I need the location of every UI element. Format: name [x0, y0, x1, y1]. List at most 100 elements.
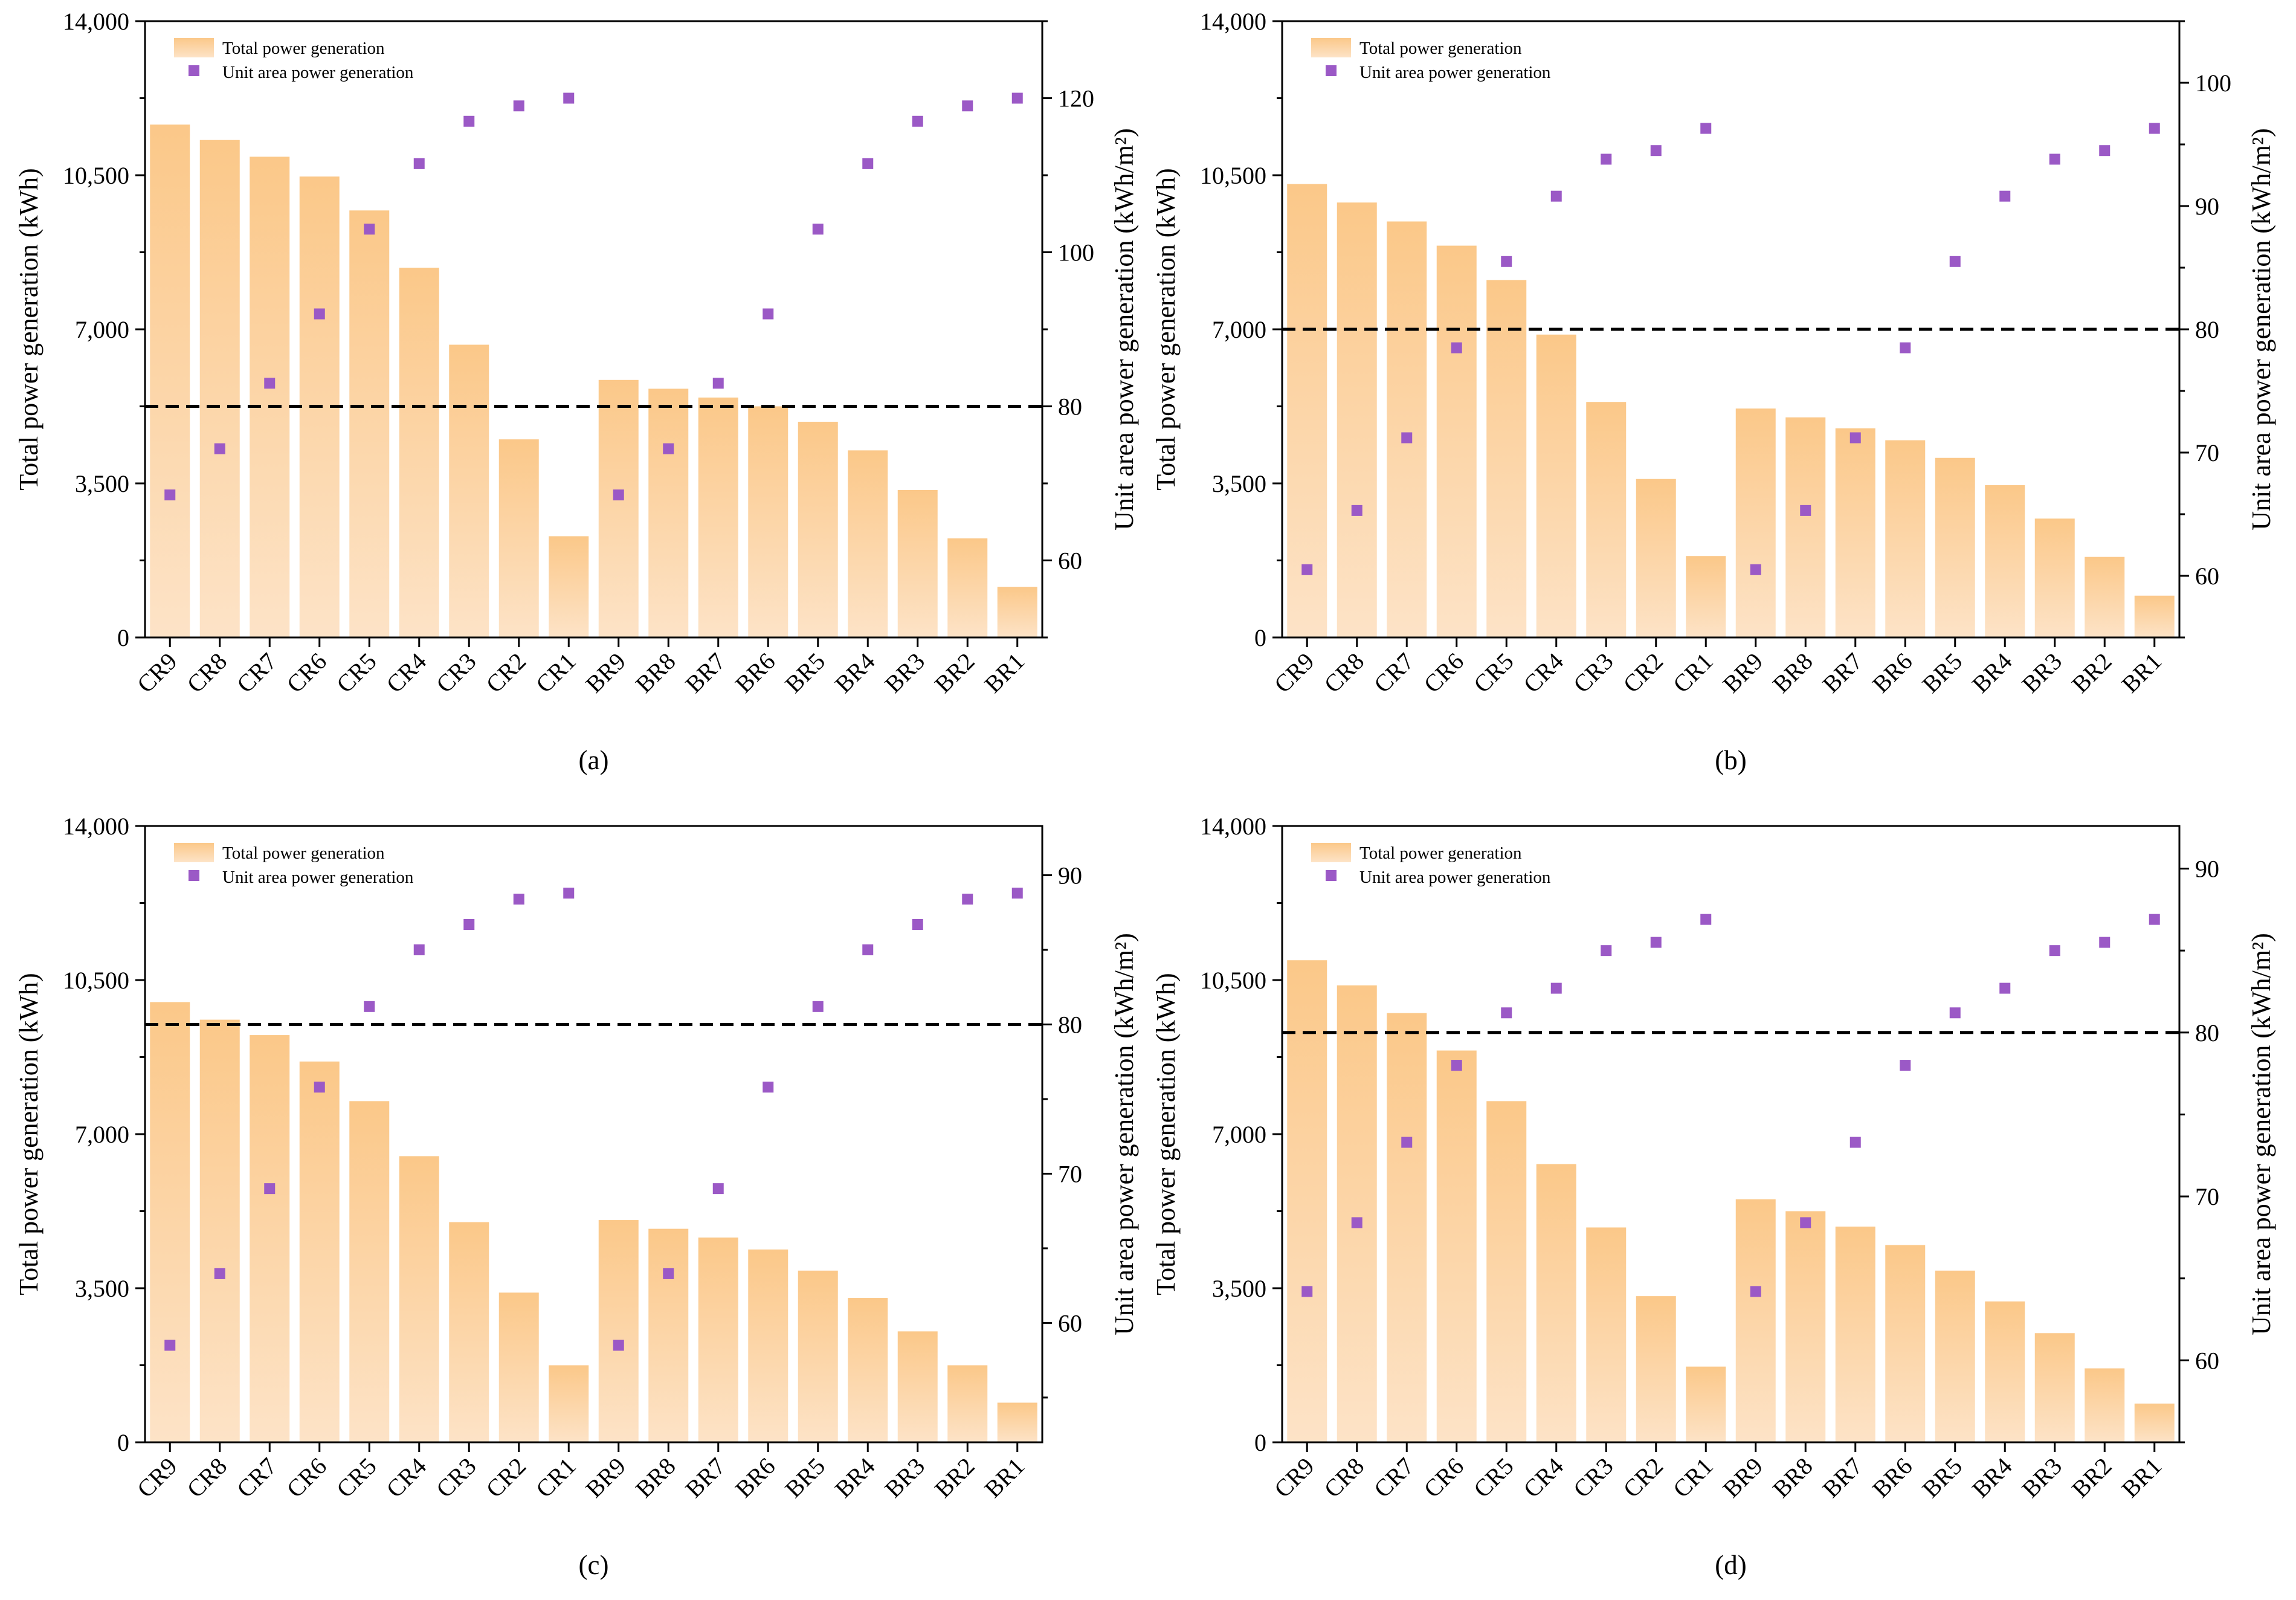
point-br2	[2099, 937, 2111, 948]
bar-br3	[2034, 518, 2075, 637]
bar-cr9	[150, 1002, 190, 1442]
point-br8	[663, 443, 674, 454]
x-tick-label: BR9	[580, 1453, 631, 1503]
point-cr5	[1501, 256, 1512, 267]
x-tick-label: CR8	[1318, 1453, 1369, 1503]
x-tick-label: CR1	[530, 648, 581, 698]
x-tick-label: CR4	[1518, 1453, 1569, 1503]
bar-cr4	[1536, 334, 1576, 637]
point-br8	[1800, 1217, 1811, 1228]
point-cr4	[413, 944, 425, 955]
legend-point-swatch	[1326, 870, 1337, 881]
bar-br5	[798, 1270, 838, 1442]
y2-tick-label: 120	[1058, 85, 1094, 112]
point-cr8	[214, 443, 225, 454]
point-br5	[1949, 256, 1961, 267]
x-tick-label: BR2	[2066, 1453, 2117, 1503]
point-cr5	[364, 224, 375, 235]
bar-br8	[1785, 1211, 1826, 1442]
bar-br5	[1935, 1270, 1975, 1442]
legend-point-swatch	[189, 65, 199, 76]
bar-cr4	[399, 1156, 439, 1442]
x-tick-label: BR4	[830, 648, 880, 698]
point-cr7	[264, 1183, 276, 1195]
point-br5	[1949, 1007, 1961, 1019]
legend-bar-swatch	[174, 843, 214, 862]
point-cr7	[264, 378, 276, 389]
bar-br4	[848, 450, 888, 637]
x-tick-label: CR6	[281, 648, 332, 698]
bar-br2	[947, 1365, 988, 1442]
point-cr3	[463, 919, 475, 931]
point-cr5	[364, 1001, 375, 1012]
bar-cr2	[498, 1292, 539, 1442]
bar-br1	[2134, 595, 2175, 637]
point-br8	[1800, 505, 1811, 516]
point-cr2	[513, 100, 524, 112]
x-tick-label: CR4	[381, 1453, 431, 1503]
x-tick-label: BR5	[1917, 1453, 1967, 1503]
chart-panel-c: 0 3,500 7,000 10,500 14,000 60 70 80 90 CR9CR8CR7…	[14, 813, 1139, 1580]
point-cr1	[1700, 914, 1712, 925]
x-tick-label: BR6	[1867, 1453, 1918, 1503]
y2-axis-title: Unit area power generation (kWh/m²)	[2246, 128, 2276, 531]
point-cr9	[1301, 1286, 1313, 1297]
panel-label: (b)	[1715, 745, 1746, 775]
point-br7	[712, 378, 724, 389]
x-tick-label: CR9	[132, 1453, 182, 1503]
x-tick-label: CR1	[1668, 648, 1718, 698]
y2-tick-label: 60	[1058, 547, 1082, 575]
x-tick-label: BR1	[2116, 1453, 2167, 1503]
bar-br5	[1935, 457, 1975, 637]
bar-cr8	[199, 140, 240, 637]
bar-cr4	[1536, 1164, 1576, 1442]
x-tick-label: CR8	[1318, 648, 1369, 698]
bar-br4	[1985, 1301, 2025, 1442]
x-tick-label: CR5	[331, 1453, 382, 1503]
x-tick-label: BR3	[2016, 1453, 2067, 1503]
bar-br9	[1735, 1199, 1776, 1442]
bar-br8	[1785, 417, 1826, 637]
bar-br2	[2085, 556, 2125, 637]
bar-cr5	[349, 210, 390, 637]
x-tick-label: BR1	[2116, 648, 2167, 698]
y2-tick-label: 80	[2195, 316, 2219, 343]
point-br8	[663, 1268, 674, 1279]
legend-bar-label: Total power generation	[222, 39, 385, 58]
x-tick-label: CR6	[1418, 1453, 1469, 1503]
bar-cr7	[1387, 221, 1427, 637]
bar-cr5	[1486, 280, 1527, 637]
y-tick-label: 7,000	[1212, 316, 1266, 343]
point-cr4	[413, 158, 425, 169]
x-tick-label: CR9	[132, 648, 182, 698]
x-tick-label: CR5	[331, 648, 382, 698]
y-tick-label: 14,000	[1200, 8, 1266, 35]
x-tick-label: BR4	[1967, 1453, 2017, 1503]
point-cr1	[563, 888, 575, 899]
legend-bar-label: Total power generation	[1359, 39, 1522, 58]
point-cr7	[1401, 1137, 1413, 1148]
point-br1	[2149, 914, 2160, 925]
bar-cr3	[449, 344, 489, 637]
point-br9	[613, 1340, 624, 1351]
x-tick-label: CR7	[231, 1453, 282, 1503]
x-tick-label: BR5	[1917, 648, 1967, 698]
x-tick-label: CR4	[381, 648, 431, 698]
bar-br6	[748, 406, 788, 637]
point-cr3	[463, 115, 475, 127]
x-tick-label: CR5	[1468, 1453, 1519, 1503]
bar-br7	[1835, 428, 1875, 637]
bar-br8	[648, 389, 689, 637]
point-cr6	[314, 308, 325, 320]
bar-cr8	[1337, 985, 1377, 1442]
x-tick-label: CR9	[1269, 1453, 1320, 1503]
x-tick-label: BR1	[979, 648, 1030, 698]
bar-cr4	[399, 268, 439, 637]
point-cr1	[563, 92, 575, 104]
x-tick-label: BR2	[2066, 648, 2117, 698]
y2-tick-label: 70	[2195, 439, 2219, 466]
y2-tick-label: 90	[1058, 862, 1082, 889]
bar-cr7	[1387, 1013, 1427, 1442]
y-tick-label: 0	[117, 1429, 129, 1456]
